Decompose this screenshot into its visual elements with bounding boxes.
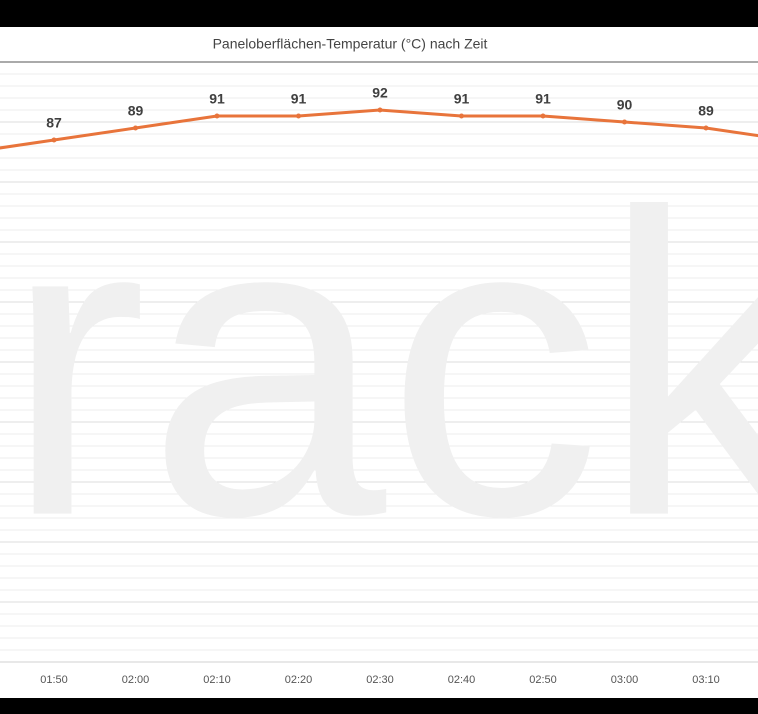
x-tick-label: 02:40 bbox=[448, 674, 476, 686]
x-tick-label: 02:30 bbox=[366, 674, 394, 686]
watermark: rack bbox=[4, 126, 758, 606]
data-label: 89 bbox=[698, 103, 714, 119]
point bbox=[296, 113, 301, 119]
data-label: 89 bbox=[128, 103, 144, 119]
point bbox=[133, 125, 138, 131]
x-tick-label: 02:20 bbox=[285, 674, 313, 686]
data-label: 92 bbox=[372, 85, 388, 101]
point bbox=[51, 137, 57, 143]
data-label: 91 bbox=[454, 91, 470, 107]
background-grid bbox=[0, 73, 758, 651]
point bbox=[540, 113, 546, 119]
point bbox=[459, 113, 464, 119]
data-label: 90 bbox=[617, 97, 633, 113]
x-tick-label: 03:10 bbox=[692, 674, 720, 686]
x-tick-label: 02:00 bbox=[122, 674, 150, 686]
x-tick-label: 03:00 bbox=[611, 674, 639, 686]
point bbox=[214, 113, 220, 119]
point bbox=[703, 125, 709, 131]
point bbox=[377, 107, 383, 113]
x-tick-label: 01:50 bbox=[40, 674, 68, 686]
point bbox=[622, 119, 627, 125]
data-label: 91 bbox=[291, 91, 307, 107]
chart-title: Paneloberflächen-Temperatur (°C) nach Ze… bbox=[213, 36, 488, 52]
data-label: 91 bbox=[535, 91, 551, 107]
x-tick-label: 02:10 bbox=[203, 674, 231, 686]
x-tick-label: 02:50 bbox=[529, 674, 557, 686]
data-label: 91 bbox=[209, 91, 225, 107]
data-label: 87 bbox=[46, 115, 62, 131]
